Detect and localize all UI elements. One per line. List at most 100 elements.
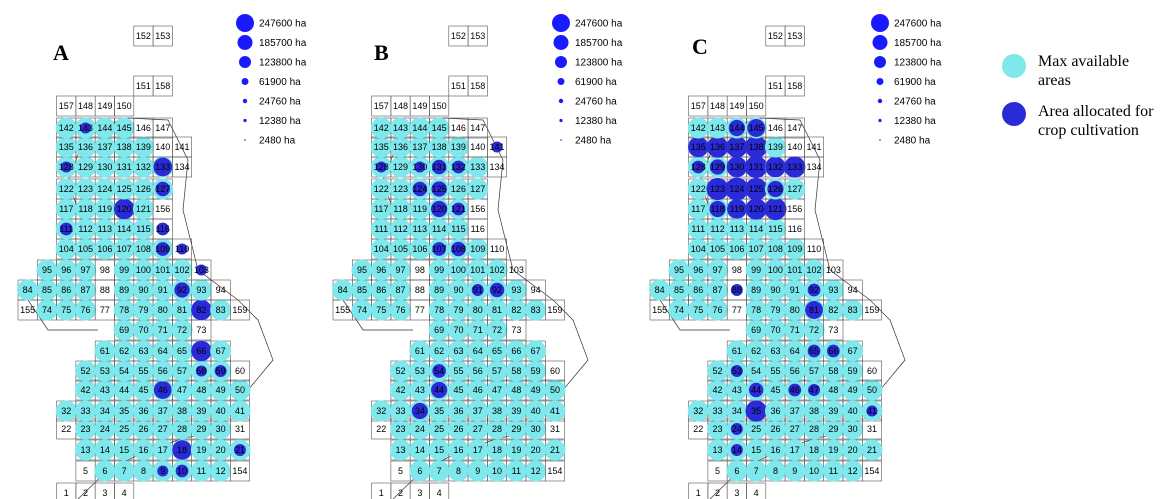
max-available-circle bbox=[190, 418, 212, 440]
max-available-circle bbox=[447, 439, 469, 461]
grid-cell-id: 132 bbox=[768, 162, 783, 172]
grid-cell bbox=[172, 238, 192, 260]
grid-cell-id: 8 bbox=[773, 466, 778, 476]
max-available-circle bbox=[113, 279, 135, 301]
grid-cell-id: 34 bbox=[100, 406, 110, 416]
grid-cell-id: 2 bbox=[398, 488, 403, 498]
grid-cell-id: 65 bbox=[809, 346, 819, 356]
max-available-circle bbox=[505, 340, 527, 362]
allocated-circle bbox=[747, 119, 766, 137]
grid-cell-id: 124 bbox=[97, 184, 112, 194]
scale-label: 185700 ha bbox=[894, 38, 942, 49]
max-available-circle bbox=[486, 340, 508, 362]
grid-cell bbox=[525, 279, 546, 301]
max-available-circle bbox=[842, 400, 864, 422]
grid-cell-id: 102 bbox=[490, 265, 505, 275]
max-available-circle bbox=[171, 418, 193, 440]
max-available-circle bbox=[525, 418, 547, 440]
max-available-circle bbox=[428, 299, 450, 321]
grid-cell-id: 43 bbox=[100, 385, 110, 395]
grid-cell-id: 121 bbox=[451, 204, 466, 214]
grid-cell-id: 65 bbox=[492, 346, 502, 356]
grid-cell-id: 9 bbox=[160, 466, 165, 476]
allocated-circle bbox=[452, 202, 465, 216]
grid-cell-id: 81 bbox=[177, 305, 187, 315]
grid-cell-id: 139 bbox=[451, 142, 466, 152]
grid-cell-id: 81 bbox=[492, 305, 502, 315]
max-available-circle bbox=[36, 279, 58, 301]
grid-cell-id: 122 bbox=[691, 184, 706, 194]
scale-label: 24760 ha bbox=[575, 97, 617, 108]
grid-cell-id: 52 bbox=[81, 366, 91, 376]
allocated-circle bbox=[730, 365, 743, 377]
max-available-circle bbox=[210, 418, 232, 440]
grid-cell-id: 16 bbox=[453, 445, 463, 455]
max-available-circle bbox=[447, 299, 469, 321]
allocated-circle bbox=[191, 299, 212, 321]
scale-circle bbox=[878, 118, 882, 123]
max-available-circle bbox=[467, 156, 489, 178]
max-available-circle bbox=[409, 218, 431, 240]
grid-cell-id: 29 bbox=[196, 424, 206, 434]
grid-cell-id: 92 bbox=[492, 285, 502, 295]
grid-cell-id: 35 bbox=[119, 406, 129, 416]
scale-circle bbox=[557, 78, 565, 85]
grid-cell-id: 88 bbox=[732, 285, 742, 295]
max-available-circle bbox=[132, 198, 154, 220]
max-available-circle bbox=[390, 379, 412, 401]
grid-cell bbox=[230, 460, 250, 482]
grid-cell-id: 28 bbox=[809, 424, 819, 434]
grid-cell-id: 19 bbox=[828, 445, 838, 455]
max-available-circle bbox=[428, 259, 450, 281]
max-available-circle bbox=[668, 259, 690, 281]
grid-cell-id: 95 bbox=[42, 265, 52, 275]
max-available-circle bbox=[428, 418, 450, 440]
max-available-circle bbox=[842, 379, 864, 401]
max-available-circle bbox=[55, 117, 77, 139]
max-available-circle bbox=[75, 218, 97, 240]
grid-cell-id: 4 bbox=[437, 488, 442, 498]
grid-cell-id: 49 bbox=[848, 385, 858, 395]
grid-cell-id: 73 bbox=[828, 325, 838, 335]
allocated-circle bbox=[745, 400, 767, 422]
allocated-circle bbox=[156, 222, 170, 236]
max-available-circle bbox=[171, 259, 193, 281]
max-available-circle bbox=[132, 218, 154, 240]
max-available-circle bbox=[726, 238, 748, 260]
grid-cell-id: 124 bbox=[729, 184, 744, 194]
grid-cell-id: 156 bbox=[470, 204, 485, 214]
max-available-circle bbox=[707, 218, 729, 240]
grid-cell-id: 123 bbox=[393, 184, 408, 194]
scale-circle bbox=[241, 78, 249, 85]
allocated-circle bbox=[432, 364, 446, 378]
max-available-circle bbox=[687, 400, 709, 422]
grid-cell-id: 128 bbox=[691, 162, 706, 172]
max-available-circle bbox=[55, 400, 77, 422]
grid-cell-id: 98 bbox=[415, 265, 425, 275]
max-available-circle bbox=[467, 400, 489, 422]
grid-cell-id: 110 bbox=[490, 244, 504, 254]
allocated-circle bbox=[491, 141, 503, 153]
grid-cell bbox=[429, 95, 450, 117]
grid-cell-id: 38 bbox=[177, 406, 187, 416]
grid-cell-id: 54 bbox=[119, 366, 129, 376]
allocated-circle bbox=[80, 122, 92, 134]
max-available-circle bbox=[486, 360, 508, 382]
grid-cell-id: 80 bbox=[158, 305, 168, 315]
grid-cell-id: 11 bbox=[512, 466, 521, 476]
grid-cell-id: 79 bbox=[770, 305, 780, 315]
grid-cell-id: 139 bbox=[768, 142, 783, 152]
grid-cell-id: 146 bbox=[136, 123, 151, 133]
max-available-circle bbox=[75, 379, 97, 401]
blue-circle-icon bbox=[1002, 102, 1026, 126]
max-available-circle bbox=[447, 178, 469, 200]
max-available-circle bbox=[171, 319, 193, 341]
grid-cell-id: 50 bbox=[235, 385, 245, 395]
grid-cell-id: 133 bbox=[470, 162, 485, 172]
grid-cell-id: 46 bbox=[158, 385, 168, 395]
grid-cell-id: 58 bbox=[511, 366, 521, 376]
max-available-circle bbox=[190, 379, 212, 401]
grid-cell-id: 105 bbox=[710, 244, 725, 254]
grid-cell-id: 25 bbox=[434, 424, 444, 434]
max-available-circle bbox=[467, 340, 489, 362]
